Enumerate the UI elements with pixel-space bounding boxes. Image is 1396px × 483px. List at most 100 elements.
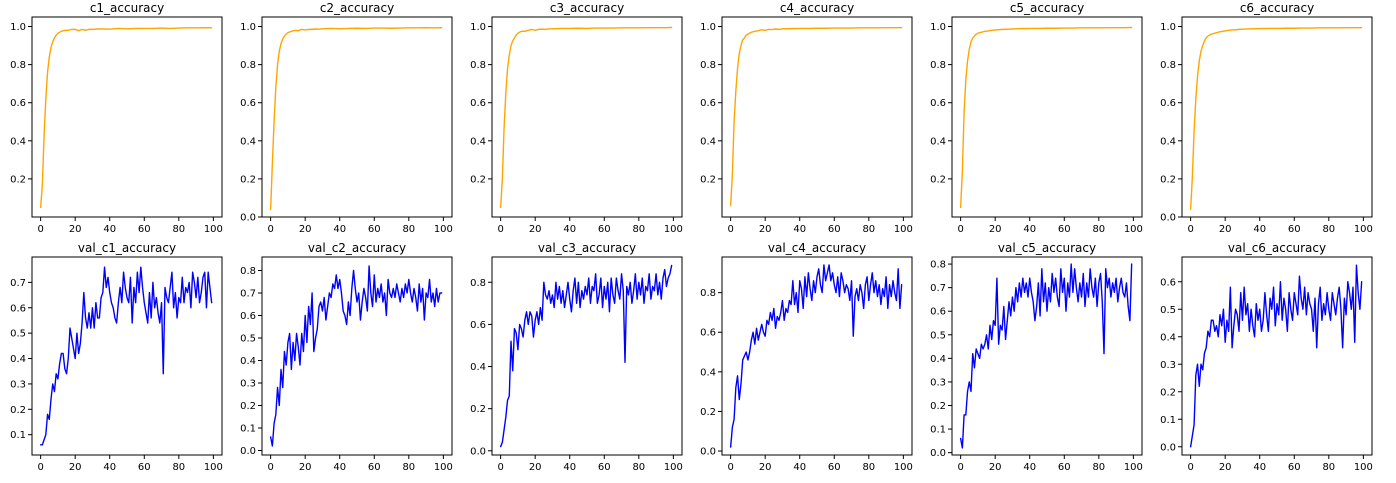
y-tick-label: 0.6 [700, 98, 716, 109]
x-tick-label: 60 [138, 462, 151, 473]
x-tick-label: 60 [828, 462, 841, 473]
y-tick-label: 0.0 [240, 446, 256, 457]
x-tick-label: 20 [299, 224, 312, 235]
chart-title: val_c1_accuracy [78, 241, 176, 255]
chart-val-c3-accuracy: val_c3_accuracy 0 20 40 60 80 100 0.0 0.2 0.4 0.6 0… [470, 241, 683, 473]
y-tick-label: 0.5 [1160, 305, 1176, 316]
x-tick-label: 60 [368, 462, 381, 473]
x-tick-label: 0 [37, 224, 43, 235]
x-tick-label: 0 [957, 224, 963, 235]
y-tick-label: 0.2 [240, 174, 256, 185]
y-tick-label: 0.4 [700, 367, 716, 378]
y-tick-label: 0.2 [470, 404, 486, 415]
axes-frame [1181, 16, 1373, 218]
y-tick-label: 0.6 [1160, 277, 1176, 288]
y-tick-label: 0.2 [930, 401, 946, 412]
chart-title: val_c6_accuracy [1228, 241, 1326, 255]
y-tick-label: 0.3 [930, 377, 946, 388]
series-line [499, 264, 673, 448]
x-tick-label: 20 [1219, 462, 1232, 473]
x-tick-label: 0 [1187, 462, 1193, 473]
x-tick-label: 80 [402, 224, 415, 235]
x-tick-label: 60 [1058, 462, 1071, 473]
series-line [1189, 26, 1363, 211]
y-tick-label: 0.8 [470, 60, 486, 71]
x-tick-label: 40 [333, 462, 346, 473]
x-tick-label: 0 [497, 462, 503, 473]
y-tick-label: 0.0 [1160, 213, 1176, 224]
y-tick-label: 0.6 [240, 311, 256, 322]
x-tick-label: 60 [1288, 224, 1301, 235]
x-tick-label: 80 [172, 224, 185, 235]
axes-frame [951, 256, 1143, 456]
x-tick-label: 0 [957, 462, 963, 473]
chart-title: val_c5_accuracy [998, 241, 1096, 255]
x-tick-label: 80 [172, 462, 185, 473]
x-tick-label: 40 [333, 224, 346, 235]
x-tick-label: 80 [1092, 224, 1105, 235]
y-tick-label: 0.8 [930, 60, 946, 71]
y-tick-label: 1.0 [700, 22, 716, 33]
y-tick-label: 1.0 [240, 22, 256, 33]
x-tick-label: 0 [1187, 224, 1193, 235]
x-tick-label: 100 [204, 224, 223, 235]
y-tick-label: 0.3 [1160, 360, 1176, 371]
axes-frame [721, 16, 913, 218]
x-tick-label: 40 [793, 224, 806, 235]
axes-frame [31, 16, 223, 218]
x-tick-label: 100 [1124, 224, 1143, 235]
series-line [499, 26, 673, 209]
y-tick-label: 1.0 [1160, 22, 1176, 33]
x-tick-label: 40 [563, 224, 576, 235]
y-tick-label: 0.2 [470, 174, 486, 185]
y-tick-label: 0.5 [930, 330, 946, 341]
axes-frame [491, 256, 683, 456]
axes-frame [721, 256, 913, 456]
x-tick-label: 100 [664, 224, 683, 235]
series-line [729, 26, 903, 207]
x-tick-label: 80 [862, 462, 875, 473]
x-tick-label: 80 [1322, 224, 1335, 235]
x-tick-label: 60 [368, 224, 381, 235]
y-tick-label: 0.1 [10, 430, 26, 441]
y-tick-label: 0.6 [1160, 98, 1176, 109]
x-tick-label: 20 [989, 224, 1002, 235]
x-tick-label: 0 [267, 462, 273, 473]
x-tick-label: 80 [862, 224, 875, 235]
y-tick-label: 0.6 [10, 98, 26, 109]
x-tick-label: 20 [759, 462, 772, 473]
y-tick-label: 0.4 [10, 354, 26, 365]
y-tick-label: 0.6 [10, 303, 26, 314]
y-tick-label: 0.2 [700, 407, 716, 418]
chart-val-c6-accuracy: val_c6_accuracy 0 20 40 60 80 100 0.0 0.1 0.2 0.3 0… [1160, 241, 1373, 473]
y-tick-label: 0.8 [240, 60, 256, 71]
x-tick-label: 80 [632, 224, 645, 235]
y-tick-label: 0.0 [1160, 442, 1176, 453]
x-tick-label: 100 [1124, 462, 1143, 473]
series-line [269, 265, 443, 447]
y-tick-label: 0.0 [700, 447, 716, 458]
y-tick-label: 0.0 [470, 446, 486, 457]
y-tick-label: 0.3 [240, 379, 256, 390]
chart-val-c5-accuracy: val_c5_accuracy 0 20 40 60 80 100 0.0 0.1 0.2 0.3 0… [930, 241, 1143, 473]
series-line [729, 264, 903, 448]
x-tick-label: 100 [1354, 224, 1373, 235]
chart-title: val_c3_accuracy [538, 241, 636, 255]
series-line [1189, 264, 1363, 448]
x-tick-label: 80 [632, 462, 645, 473]
y-tick-label: 0.8 [700, 288, 716, 299]
x-tick-label: 80 [1092, 462, 1105, 473]
y-tick-label: 0.1 [1160, 415, 1176, 426]
y-tick-label: 0.1 [240, 424, 256, 435]
y-tick-label: 0.7 [240, 289, 256, 300]
chart-c4-accuracy: c4_accuracy 0 20 40 60 80 100 0.2 0.4 0.6 0.8 1.0 [700, 1, 913, 235]
axes-frame [261, 256, 453, 456]
y-tick-label: 0.4 [700, 136, 716, 147]
axes-frame [1181, 256, 1373, 456]
chart-title: c5_accuracy [1010, 1, 1084, 15]
x-tick-label: 80 [1322, 462, 1335, 473]
y-tick-label: 0.4 [930, 136, 946, 147]
axes-frame [951, 16, 1143, 218]
x-tick-label: 60 [1058, 224, 1071, 235]
